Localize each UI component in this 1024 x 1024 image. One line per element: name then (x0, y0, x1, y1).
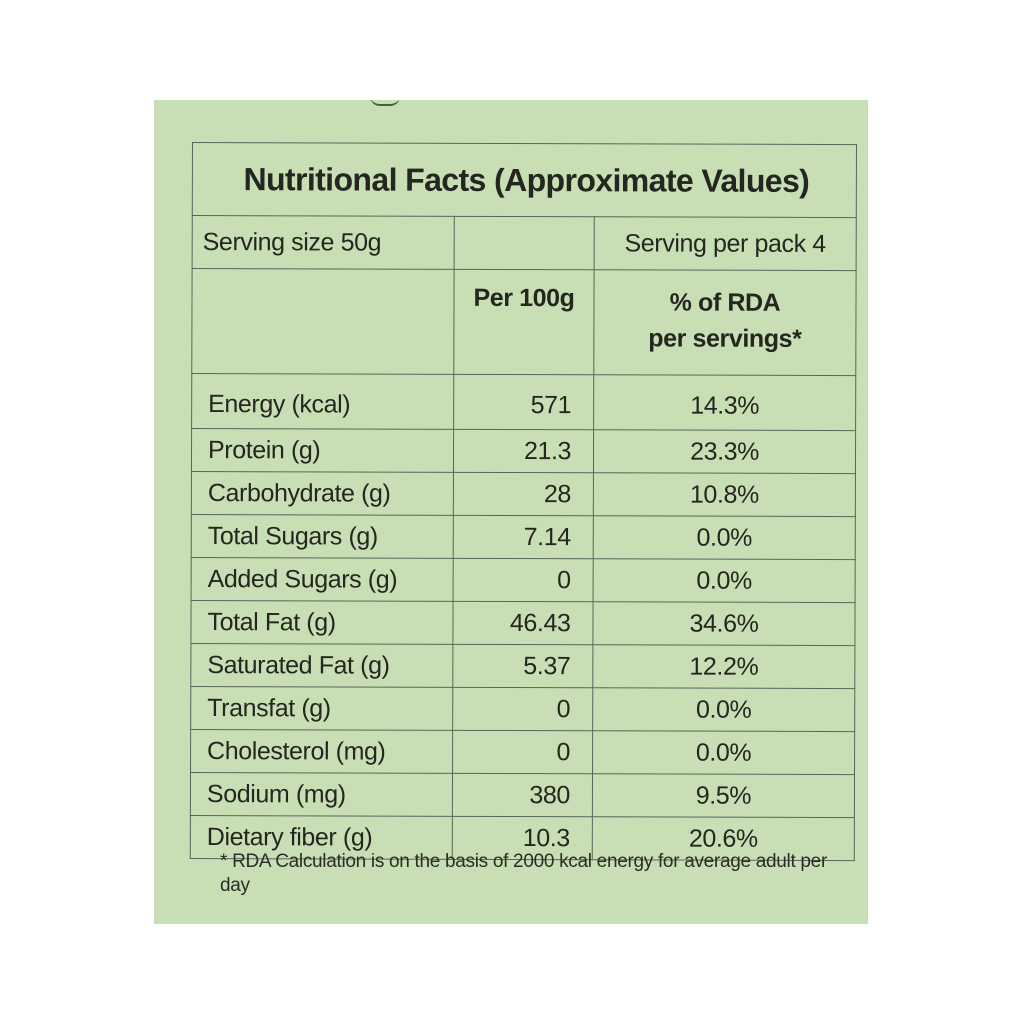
per-100g-value: 21.3 (453, 429, 594, 473)
header-empty-cell (191, 268, 455, 375)
per-100g-value: 5.37 (452, 644, 593, 688)
panel-top-mark (370, 100, 400, 106)
column-header-rda: % of RDA per servings* (593, 269, 857, 376)
rda-percent: 14.3% (593, 374, 856, 431)
table-row: Total Fat (g) 46.43 34.6% (190, 600, 856, 646)
table-row: Carbohydrate (g) 28 10.8% (191, 471, 856, 517)
per-100g-value: 0 (452, 687, 593, 731)
column-header-rda-line2: per servings* (648, 324, 802, 353)
table-row: Sodium (mg) 380 9.5% (190, 772, 855, 818)
nutrient-name: Transfat (g) (190, 686, 453, 731)
rda-percent: 23.3% (593, 429, 856, 474)
per-100g-value: 0 (452, 730, 593, 774)
nutrient-name: Total Sugars (g) (191, 514, 454, 559)
table-row: Transfat (g) 0 0.0% (190, 686, 855, 732)
nutrition-label-panel: Nutritional Facts (Approximate Values) S… (154, 100, 868, 924)
serving-per-pack: Serving per pack 4 (594, 216, 857, 271)
per-100g-value: 28 (453, 472, 594, 516)
nutrient-name: Cholesterol (mg) (190, 729, 453, 774)
rda-percent: 12.2% (592, 644, 855, 689)
nutrient-name: Sodium (mg) (190, 772, 453, 817)
per-100g-value: 46.43 (452, 601, 594, 645)
rda-footnote: * RDA Calculation is on the basis of 200… (220, 851, 827, 896)
table-row: Energy (kcal) 571 14.3% (191, 373, 856, 431)
nutrient-name: Carbohydrate (g) (191, 471, 454, 516)
table-row: Added Sugars (g) 0 0.0% (191, 557, 856, 603)
rda-percent: 0.0% (592, 730, 855, 775)
table-row: Cholesterol (mg) 0 0.0% (190, 729, 855, 775)
table-row: Protein (g) 21.3 23.3% (191, 428, 856, 474)
rda-percent: 0.0% (593, 558, 856, 603)
nutrient-name: Saturated Fat (g) (190, 643, 453, 688)
title-row: Nutritional Facts (Approximate Values) (192, 142, 857, 218)
table-row: Total Sugars (g) 7.14 0.0% (191, 514, 856, 560)
column-header-per-100g: Per 100g (453, 269, 595, 375)
rda-percent: 0.0% (592, 687, 855, 732)
serving-row-empty-cell (454, 216, 595, 270)
nutrient-name: Total Fat (g) (190, 600, 454, 645)
serving-row: Serving size 50g Serving per pack 4 (192, 215, 857, 271)
serving-size: Serving size 50g (192, 215, 455, 270)
table-row: Saturated Fat (g) 5.37 12.2% (190, 643, 855, 689)
column-header-rda-line1: % of RDA (669, 288, 781, 317)
nutrition-facts-table: Nutritional Facts (Approximate Values) S… (190, 142, 857, 861)
nutrient-name: Added Sugars (g) (191, 557, 454, 602)
per-100g-value: 0 (453, 558, 594, 602)
rda-percent: 10.8% (593, 472, 856, 517)
rda-percent: 34.6% (592, 601, 856, 646)
nutrient-name: Energy (kcal) (191, 373, 454, 430)
nutrient-name: Protein (g) (191, 428, 454, 473)
column-header-row: Per 100g % of RDA per servings* (191, 268, 857, 376)
per-100g-value: 7.14 (453, 515, 594, 559)
rda-percent: 0.0% (593, 515, 856, 560)
table-title: Nutritional Facts (Approximate Values) (192, 142, 857, 218)
per-100g-value: 571 (453, 374, 594, 430)
per-100g-value: 380 (452, 773, 593, 817)
rda-percent: 9.5% (592, 773, 855, 818)
